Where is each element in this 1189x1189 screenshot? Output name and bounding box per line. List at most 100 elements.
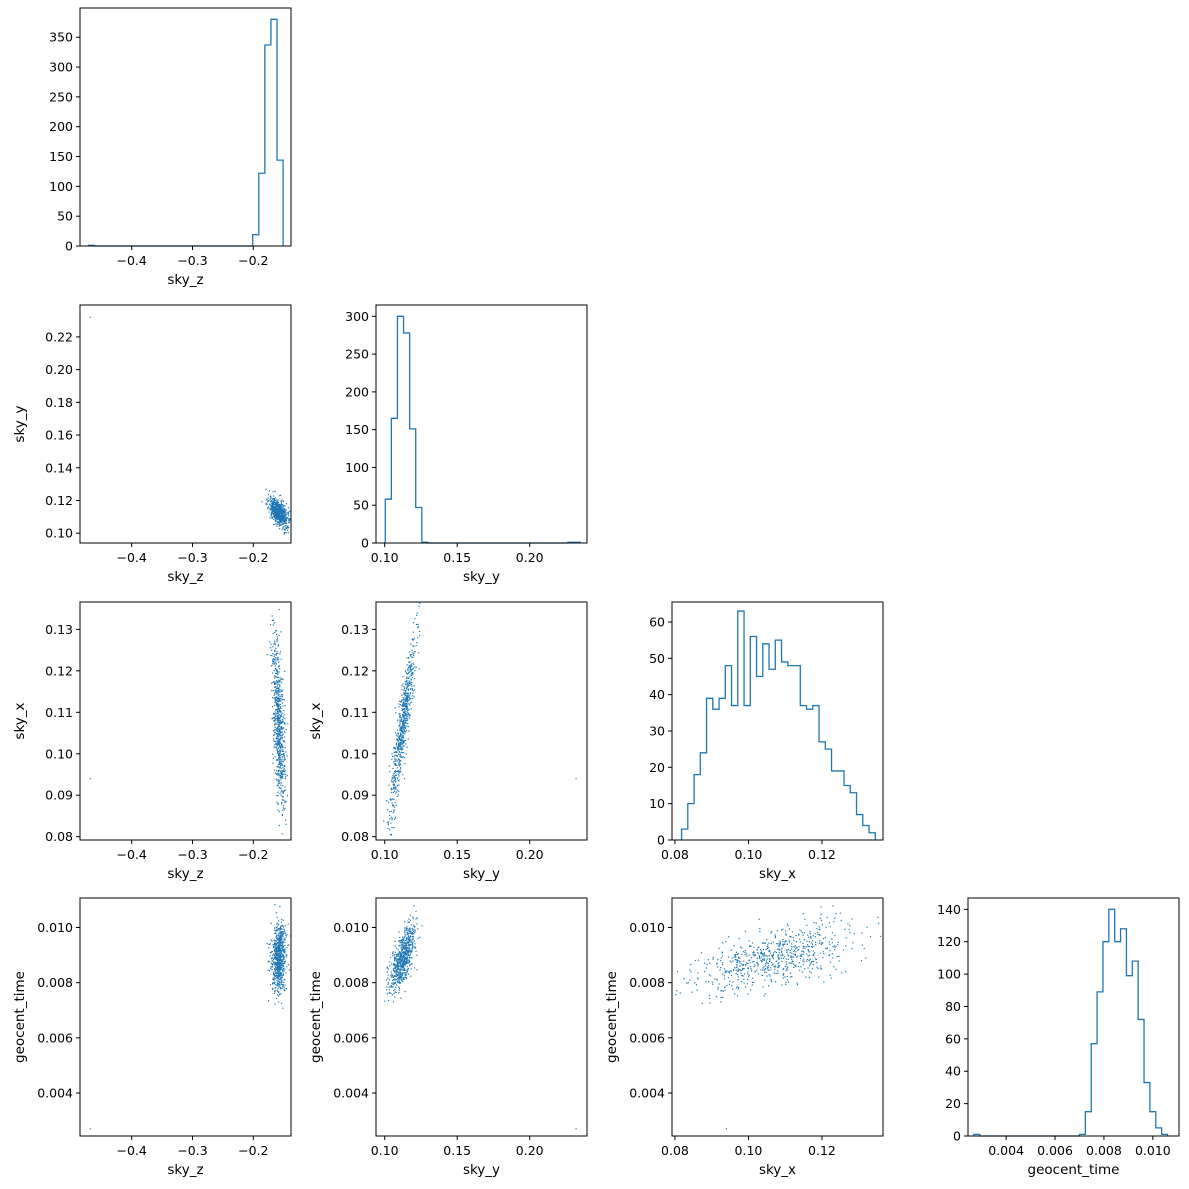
scatter-point — [400, 771, 402, 773]
y-tick-label: 60 — [649, 614, 665, 629]
scatter-point — [398, 762, 400, 764]
scatter-point — [281, 694, 283, 696]
scatter-point — [275, 691, 277, 693]
scatter-point — [388, 765, 390, 767]
scatter-point — [277, 499, 279, 501]
x-tick-label: 0.12 — [808, 1143, 836, 1158]
scatter-point — [408, 929, 410, 931]
scatter-point — [276, 972, 278, 974]
scatter-point — [398, 961, 400, 964]
scatter-point — [769, 969, 771, 971]
scatter-point — [398, 940, 400, 942]
scatter-point — [285, 789, 287, 791]
scatter-point — [278, 711, 280, 713]
scatter-point — [275, 946, 277, 948]
scatter-point — [411, 688, 413, 690]
scatter-point — [287, 529, 289, 531]
scatter-point — [394, 747, 396, 749]
scatter-point — [277, 803, 279, 805]
scatter-point — [406, 970, 408, 972]
scatter-point — [278, 984, 280, 986]
scatter-point — [277, 671, 279, 673]
scatter-point — [395, 770, 397, 773]
scatter-point — [392, 783, 394, 785]
scatter-point — [283, 520, 285, 522]
scatter-point — [275, 744, 277, 746]
scatter-point — [414, 618, 416, 620]
scatter-point — [411, 638, 413, 640]
scatter-point — [390, 789, 392, 791]
scatter-point — [700, 952, 702, 954]
scatter-point — [280, 988, 282, 990]
scatter-point — [277, 983, 279, 985]
scatter-point — [400, 961, 402, 963]
scatter-point — [398, 753, 400, 755]
scatter-point — [277, 954, 279, 956]
scatter-point — [785, 934, 787, 936]
scatter-point — [733, 969, 735, 972]
y-tick-label: 0.004 — [629, 1085, 665, 1100]
x-tick-label: −0.2 — [238, 253, 268, 268]
scatter-point — [722, 964, 724, 966]
scatter-point — [399, 736, 401, 738]
scatter-point — [774, 951, 776, 953]
scatter-point — [277, 674, 279, 676]
scatter-point — [406, 711, 408, 713]
scatter-point — [391, 973, 393, 975]
scatter-point — [282, 518, 284, 520]
scatter-point — [735, 956, 737, 958]
scatter-point — [753, 960, 755, 963]
scatter-point — [406, 682, 408, 684]
scatter-point — [779, 944, 781, 946]
scatter-point — [402, 962, 404, 964]
scatter-point — [860, 960, 863, 962]
scatter-point — [279, 698, 281, 700]
scatter-point — [275, 703, 278, 705]
scatter-point — [281, 727, 283, 729]
scatter-point — [415, 950, 417, 952]
scatter-point — [280, 773, 283, 775]
scatter-point — [826, 947, 828, 949]
scatter-point — [866, 926, 868, 928]
scatter-point — [817, 967, 819, 969]
scatter-point — [395, 781, 397, 783]
scatter-point — [280, 500, 282, 502]
scatter-point — [406, 695, 408, 697]
scatter-point — [396, 742, 398, 744]
scatter-point — [778, 966, 780, 968]
scatter-point — [280, 707, 282, 709]
scatter-point — [279, 714, 281, 717]
scatter-point — [274, 692, 276, 694]
scatter-point — [394, 957, 396, 959]
scatter-point — [406, 725, 408, 727]
scatter-point — [389, 798, 391, 800]
scatter-point — [283, 990, 285, 992]
scatter-point — [280, 707, 282, 709]
scatter-point — [412, 939, 414, 941]
scatter-point — [726, 970, 728, 972]
scatter-point — [277, 521, 279, 523]
scatter-point — [764, 967, 766, 970]
scatter-point — [737, 988, 739, 990]
scatter-point — [738, 937, 740, 940]
scatter-point — [279, 958, 281, 961]
scatter-point — [406, 696, 409, 698]
scatter-point — [277, 508, 279, 510]
scatter-point — [285, 823, 287, 825]
scatter-point — [275, 929, 277, 932]
scatter-point — [277, 980, 280, 982]
scatter-point — [277, 703, 279, 705]
scatter-point — [282, 746, 284, 748]
scatter-point — [405, 959, 407, 961]
scatter-point — [278, 722, 280, 724]
scatter-point — [852, 942, 854, 944]
scatter-point — [407, 933, 409, 935]
scatter-point — [280, 765, 282, 767]
y-tick-label: 30 — [649, 723, 665, 738]
scatter-point — [402, 739, 404, 741]
scatter-point — [404, 727, 406, 730]
scatter-point — [777, 967, 779, 969]
scatter-point — [281, 962, 283, 964]
scatter-point — [266, 503, 268, 506]
